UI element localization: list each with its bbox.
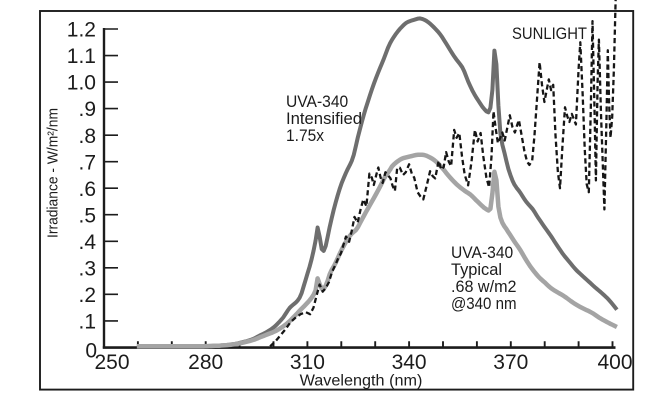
svg-text:.6: .6 [78,178,96,201]
svg-text:310: 310 [290,351,325,374]
svg-text:Intensified: Intensified [286,110,362,128]
svg-text:.4: .4 [78,231,96,254]
svg-text:Wavelength (nm): Wavelength (nm) [300,373,423,390]
svg-text:SUNLIGHT: SUNLIGHT [512,24,587,43]
svg-text:370: 370 [493,351,528,374]
svg-text:.8: .8 [78,125,96,148]
svg-text:280: 280 [188,351,223,374]
svg-text:1.1: 1.1 [67,45,96,68]
svg-text:.5: .5 [78,204,96,227]
svg-text:.9: .9 [78,98,96,121]
svg-text:0: 0 [85,340,97,363]
svg-text:.7: .7 [78,151,96,174]
svg-text:.1: .1 [78,311,96,334]
svg-text:Irradiance - W/m²/nm: Irradiance - W/m²/nm [46,108,62,238]
svg-text:@340 nm: @340 nm [451,295,517,313]
svg-text:250: 250 [94,351,129,374]
svg-text:1.2: 1.2 [67,19,96,42]
svg-text:UVA-340: UVA-340 [451,244,513,262]
svg-text:UVA-340: UVA-340 [286,93,348,111]
svg-text:340: 340 [392,351,427,374]
svg-text:1.0: 1.0 [67,72,96,95]
svg-text:Typical: Typical [451,261,502,279]
svg-text:.2: .2 [78,284,96,307]
svg-text:400: 400 [597,351,632,374]
svg-text:.68 w/m2: .68 w/m2 [451,278,517,296]
svg-text:.3: .3 [78,257,96,280]
svg-text:1.75x: 1.75x [286,127,325,145]
